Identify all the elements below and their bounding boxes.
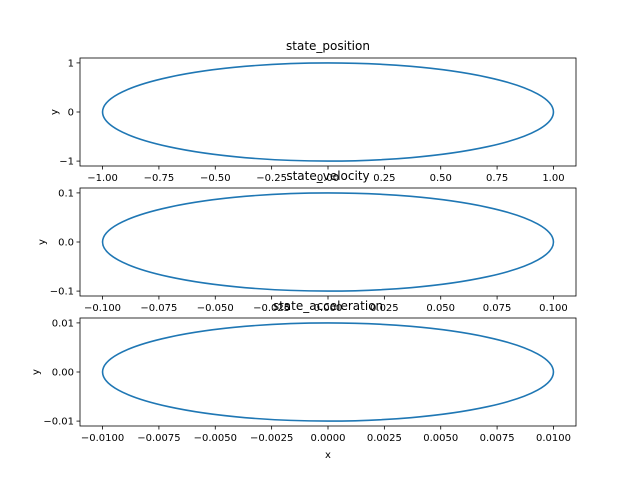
x-tick-label: 0.0025 — [367, 433, 402, 444]
axes-frame — [79, 317, 577, 427]
x-tick-label: 0.75 — [486, 173, 508, 184]
chart-title: state_acceleration — [273, 299, 383, 313]
y-axis-label: y — [37, 239, 48, 245]
x-tick-label: −0.0100 — [81, 433, 124, 444]
x-tick-label: 1.00 — [542, 173, 564, 184]
y-tick-label: −0.1 — [50, 287, 74, 298]
x-tick-label: −0.025 — [253, 303, 290, 314]
x-tick-label: 0.50 — [430, 173, 452, 184]
chart-title: state_position — [286, 39, 370, 53]
x-tick-label: −0.50 — [200, 173, 231, 184]
x-tick-label: −0.100 — [84, 303, 121, 314]
x-tick-label: 0.0000 — [311, 433, 346, 444]
x-axis-label: x — [325, 450, 331, 461]
series-line-0 — [101, 62, 555, 162]
y-axis-label: y — [50, 109, 61, 115]
axes-frame — [79, 187, 577, 297]
x-tick-label: −0.075 — [140, 303, 177, 314]
y-tick-label: 0 — [68, 108, 74, 119]
chart-panel-0: −1.00 −0.75 −0.50 −0.25 0.00 0.25 0.50 0.75 1.00… — [50, 39, 577, 184]
x-tick-label: −1.00 — [87, 173, 118, 184]
axes-frame — [79, 57, 577, 167]
x-tick-label: −0.75 — [144, 173, 175, 184]
y-tick-label: −1 — [59, 157, 74, 168]
x-tick-label: 0.0100 — [536, 433, 571, 444]
x-tick-label: 0.00 — [317, 173, 339, 184]
y-axis-label: y — [31, 369, 42, 375]
chart-panel-2: −0.0100 −0.0075 −0.0050 −0.0025 0.0000 0.0025… — [31, 299, 577, 461]
series-line-0 — [101, 192, 555, 292]
x-tick-label: −0.25 — [256, 173, 287, 184]
x-tick-label: −0.0025 — [250, 433, 293, 444]
y-tick-label: 0.0 — [58, 238, 74, 249]
y-tick-label: −0.01 — [43, 417, 74, 428]
x-tick-label: 0.050 — [426, 303, 455, 314]
x-tick-label: 0.0075 — [480, 433, 515, 444]
x-tick-label: 0.000 — [314, 303, 343, 314]
chart-title: state_velocity — [286, 169, 369, 183]
y-tick-label: 0.1 — [58, 188, 74, 199]
chart-panel-1: −0.100 −0.075 −0.050 −0.025 0.000 0.025 0.050 0… — [37, 169, 577, 314]
y-tick-label: 0.01 — [52, 318, 74, 329]
x-tick-label: 0.025 — [370, 303, 399, 314]
x-tick-label: 0.0050 — [423, 433, 458, 444]
x-tick-label: −0.0075 — [137, 433, 180, 444]
x-tick-label: −0.0050 — [194, 433, 237, 444]
y-tick-label: 1 — [68, 58, 74, 69]
x-tick-label: 0.075 — [483, 303, 512, 314]
series-line-0 — [101, 322, 555, 422]
y-tick-label: 0.00 — [52, 368, 74, 379]
x-tick-label: 0.25 — [373, 173, 395, 184]
x-tick-label: 0.100 — [539, 303, 568, 314]
x-tick-label: −0.050 — [197, 303, 234, 314]
